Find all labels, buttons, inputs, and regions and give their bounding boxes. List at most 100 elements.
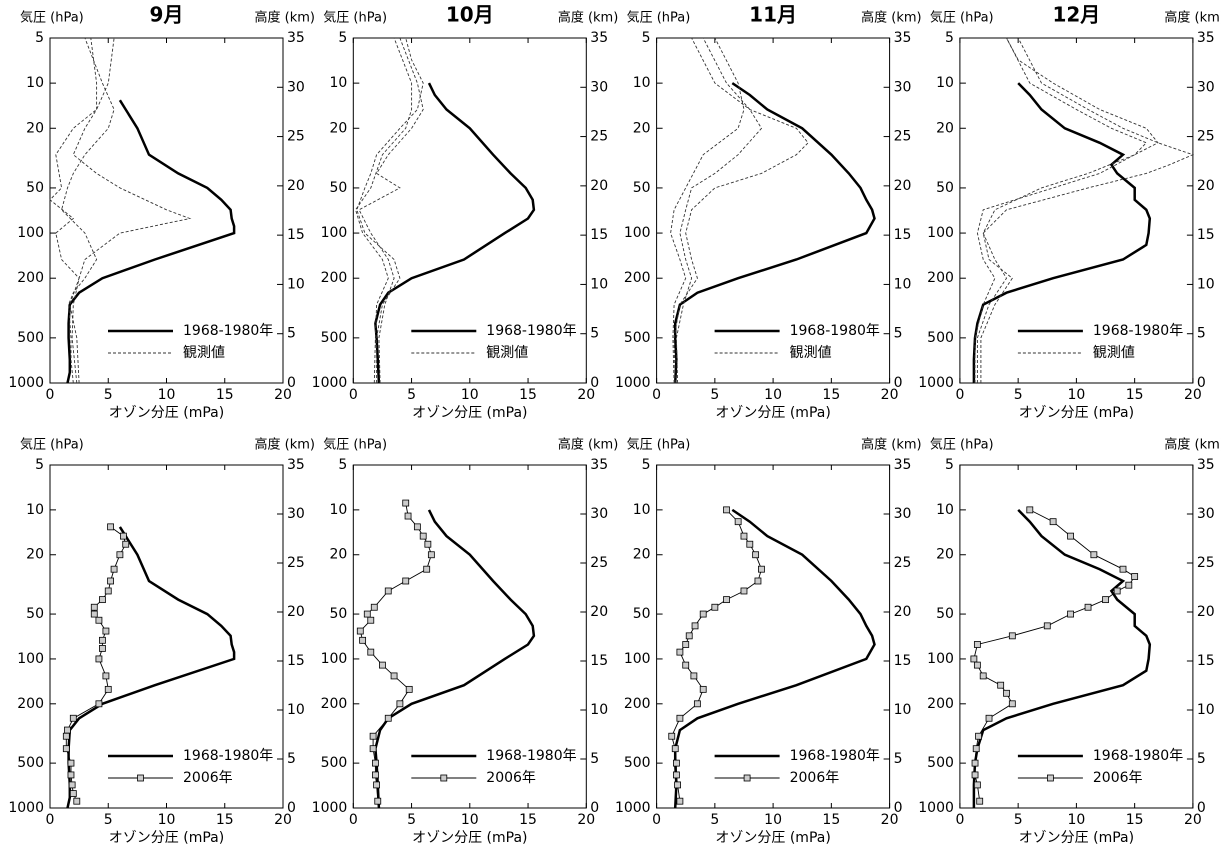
data-point	[1067, 610, 1074, 618]
legend-marker	[137, 774, 144, 782]
legend-label: 観測値	[183, 344, 225, 361]
y-axis-label: 気圧 (hPa)	[627, 437, 691, 453]
y2-tick-label: 15	[287, 653, 305, 669]
x-axis-label: オゾン分圧 (mPa)	[412, 830, 527, 846]
y-tick-label: 50	[26, 180, 44, 196]
data-point	[423, 565, 431, 573]
y2-tick-label: 10	[590, 702, 608, 718]
legend-label: 1968-1980年	[790, 748, 880, 764]
data-point	[379, 661, 386, 669]
y-tick-label: 100	[624, 651, 651, 667]
profile-line	[66, 99, 236, 384]
data-point	[402, 577, 410, 585]
x-tick-label: 5	[1014, 812, 1023, 828]
y-axis-label: 気圧 (hPa)	[323, 437, 387, 453]
data-point	[1102, 596, 1109, 604]
y-tick-label: 1000	[615, 800, 651, 816]
data-point	[699, 685, 707, 693]
x-tick-label: 15	[216, 387, 234, 403]
data-point	[99, 636, 106, 644]
legend-label: 観測値	[486, 344, 528, 361]
x-tick-label: 5	[710, 812, 719, 828]
data-point	[1003, 689, 1010, 697]
data-point	[685, 632, 693, 640]
data-point	[404, 512, 412, 520]
data-point	[758, 565, 765, 573]
y2-tick-label: 0	[287, 375, 296, 391]
y-tick-label: 20	[633, 120, 651, 136]
y-tick-label: 10	[633, 502, 651, 518]
data-point	[971, 771, 979, 779]
x-tick-label: 20	[577, 387, 595, 403]
data-point	[69, 790, 77, 797]
x-axis-label: オゾン分圧 (mPa)	[1019, 405, 1134, 421]
data-point	[754, 577, 762, 585]
x-tick-label: 15	[216, 812, 234, 828]
data-point	[373, 781, 381, 789]
y2-tick-label: 5	[287, 326, 296, 342]
data-point	[997, 681, 1005, 689]
data-point	[1043, 622, 1051, 630]
y2-axis-label: 高度 (km)	[558, 10, 618, 26]
profile-line	[71, 37, 192, 384]
y-tick-label: 200	[624, 270, 651, 286]
y-tick-label: 500	[624, 330, 651, 346]
y2-tick-label: 20	[287, 178, 305, 194]
x-tick-label: 10	[461, 812, 479, 828]
y2-tick-label: 10	[894, 276, 912, 292]
y2-tick-label: 20	[590, 178, 608, 194]
data-point	[682, 661, 690, 669]
x-axis-label: オゾン分圧 (mPa)	[412, 405, 527, 421]
y2-tick-label: 30	[1197, 79, 1215, 95]
legend-label: 1968-1980年	[790, 323, 880, 339]
data-point	[972, 745, 980, 753]
data-point	[102, 627, 110, 635]
data-point	[668, 732, 676, 740]
data-point	[699, 610, 707, 618]
profile-line	[671, 509, 762, 802]
y2-tick-label: 15	[1197, 227, 1215, 243]
x-tick-label: 20	[577, 812, 595, 828]
data-point	[110, 565, 118, 573]
y-axis-label: 気圧 (hPa)	[627, 10, 691, 26]
y2-tick-label: 25	[287, 555, 305, 571]
x-tick-label: 15	[822, 387, 840, 403]
x-tick-label: 20	[274, 812, 292, 828]
data-point	[723, 596, 730, 604]
data-point	[419, 532, 427, 540]
data-point	[363, 610, 371, 618]
x-tick-label: 5	[710, 387, 719, 403]
y-tick-label: 10	[329, 75, 347, 91]
data-point	[424, 540, 432, 548]
y2-tick-label: 20	[894, 604, 912, 620]
data-point	[711, 603, 719, 611]
x-tick-label: 10	[764, 387, 782, 403]
data-point	[90, 610, 98, 618]
y2-axis-label: 高度 (km)	[558, 437, 618, 453]
y-tick-label: 100	[17, 651, 44, 667]
y2-tick-label: 30	[287, 506, 305, 522]
chart-title: 12月	[1052, 3, 1100, 27]
x-tick-label: 5	[104, 387, 113, 403]
y2-tick-label: 30	[590, 79, 608, 95]
data-point	[372, 759, 379, 767]
data-point	[676, 648, 684, 656]
legend-label: 1968-1980年	[486, 323, 576, 339]
data-point	[104, 685, 112, 693]
y2-tick-label: 15	[590, 653, 608, 669]
y-axis-label: 気圧 (hPa)	[20, 10, 84, 26]
y2-tick-label: 20	[1197, 604, 1215, 620]
profile-line	[673, 37, 809, 384]
data-point	[122, 540, 130, 548]
y-tick-label: 1000	[615, 375, 651, 391]
y2-tick-label: 35	[590, 30, 608, 46]
y2-tick-label: 0	[894, 375, 903, 391]
data-point	[682, 641, 690, 648]
y-tick-label: 50	[329, 180, 347, 196]
y2-tick-label: 10	[894, 702, 912, 718]
y-tick-label: 500	[321, 330, 348, 346]
y-tick-label: 200	[927, 696, 954, 712]
y2-tick-label: 10	[287, 702, 305, 718]
y-tick-label: 500	[927, 330, 954, 346]
